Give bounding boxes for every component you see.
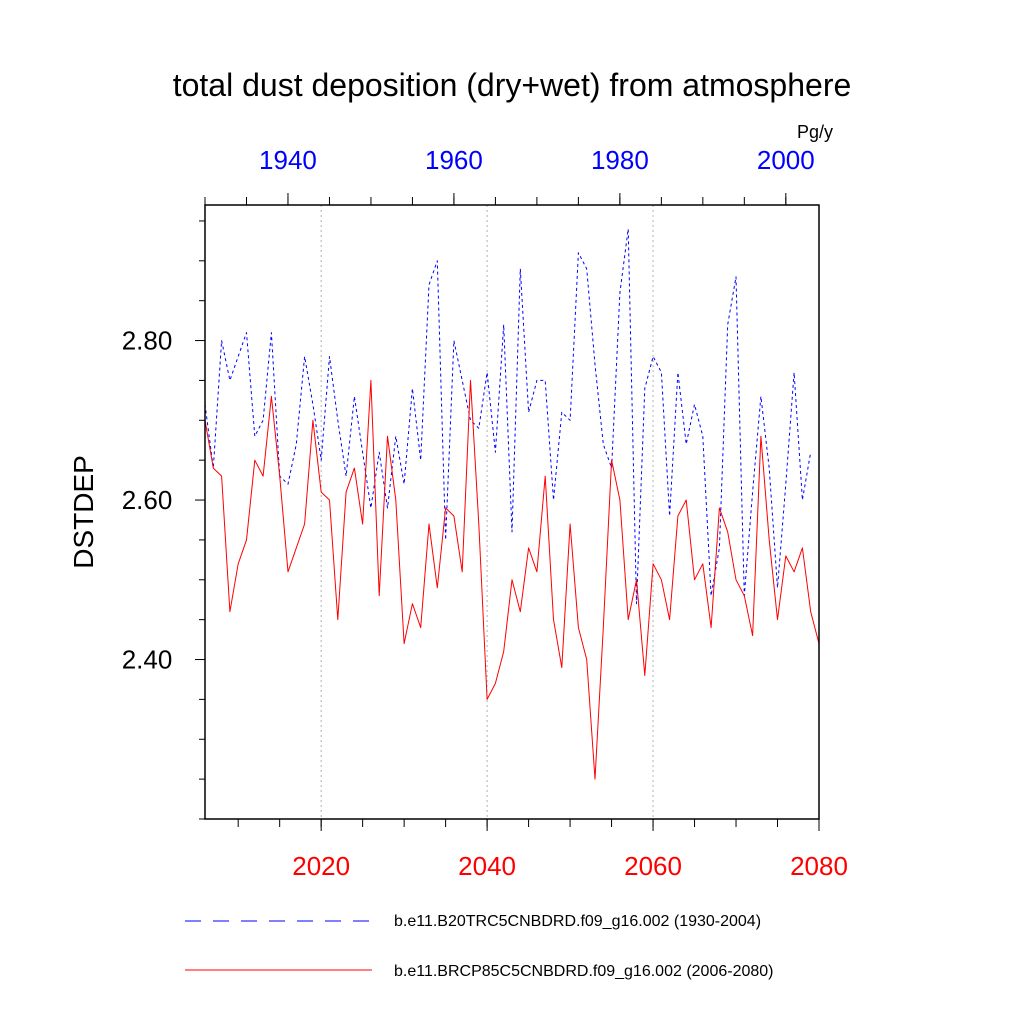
x-top-tick-label: 1960: [425, 145, 483, 175]
units-label: Pg/y: [797, 122, 833, 142]
series-line-0: [204, 228, 812, 605]
x-bottom-tick-label: 2020: [292, 851, 350, 881]
x-top-tick-label: 2000: [757, 145, 815, 175]
legend: b.e11.B20TRC5CNBDRD.f09_g16.002 (1930-20…: [185, 913, 773, 980]
tick-labels: 2.40 2.60 2.80 2020 2040 2060 2080 1940 1960 1980…: [122, 145, 848, 881]
vertical-gridlines: [320, 205, 654, 819]
x-top-tick-label: 1940: [259, 145, 317, 175]
y-tick-label: 2.40: [122, 645, 173, 675]
series-line-1: [204, 379, 820, 780]
y-tick-label: 2.60: [122, 485, 173, 515]
x-bottom-tick-label: 2080: [790, 851, 848, 881]
y-axis-label: DSTDEP: [68, 455, 99, 569]
chart-title: total dust deposition (dry+wet) from atm…: [173, 67, 852, 103]
legend-label-red: b.e11.BRCP85C5CNBDRD.f09_g16.002 (2006-2…: [394, 963, 773, 980]
axis-ticks: [195, 193, 820, 831]
x-bottom-tick-label: 2060: [624, 851, 682, 881]
x-bottom-tick-label: 2040: [458, 851, 516, 881]
y-tick-label: 2.80: [122, 326, 173, 356]
legend-label-blue: b.e11.B20TRC5CNBDRD.f09_g16.002 (1930-20…: [394, 913, 761, 930]
series-lines: [204, 228, 820, 780]
x-top-tick-label: 1980: [591, 145, 649, 175]
plot-frame: [204, 204, 820, 820]
